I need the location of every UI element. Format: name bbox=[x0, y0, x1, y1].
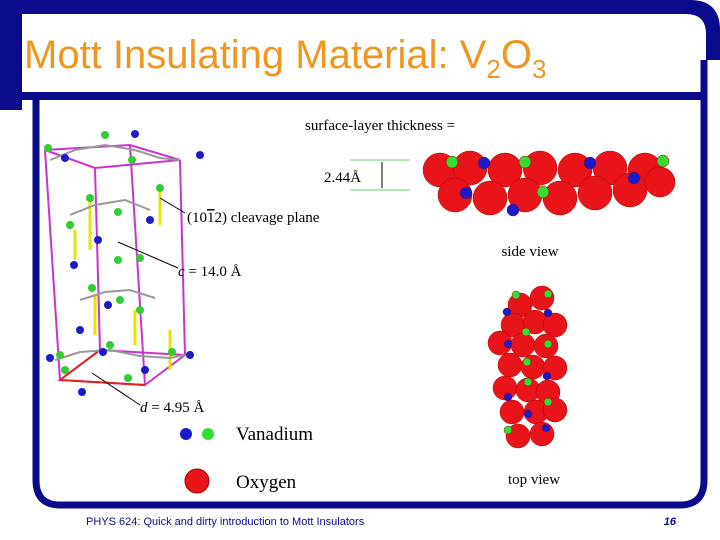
panel-border bbox=[32, 60, 708, 509]
legend-oxygen: Oxygen bbox=[236, 472, 297, 493]
legend-vanadium-blue bbox=[180, 428, 192, 440]
cleavage-label: (1012) cleavage plane bbox=[187, 210, 320, 226]
d-axis-label: d = 4.95 Å bbox=[140, 400, 204, 416]
side-view-image bbox=[422, 150, 676, 217]
frame-top bbox=[0, 0, 720, 110]
top-view-image bbox=[487, 285, 568, 449]
surface-label: surface-layer thickness = bbox=[305, 118, 455, 134]
side-view-label: side view bbox=[501, 244, 558, 260]
top-view-label: top view bbox=[508, 472, 560, 488]
legend-vanadium: Vanadium bbox=[236, 424, 313, 445]
footer-course: PHYS 624: Quick and dirty introduction t… bbox=[86, 516, 365, 528]
title-rule bbox=[22, 92, 706, 100]
slide-title: Mott Insulating Material: V2O3 bbox=[24, 33, 546, 84]
page-number: 16 bbox=[664, 516, 677, 528]
legend-oxygen-marker bbox=[184, 468, 210, 494]
c-axis-label: c = 14.0 Å bbox=[178, 264, 242, 280]
crystal-structure bbox=[44, 130, 204, 406]
thickness-value: 2.44Å bbox=[324, 170, 361, 186]
legend-vanadium-green bbox=[202, 428, 214, 440]
